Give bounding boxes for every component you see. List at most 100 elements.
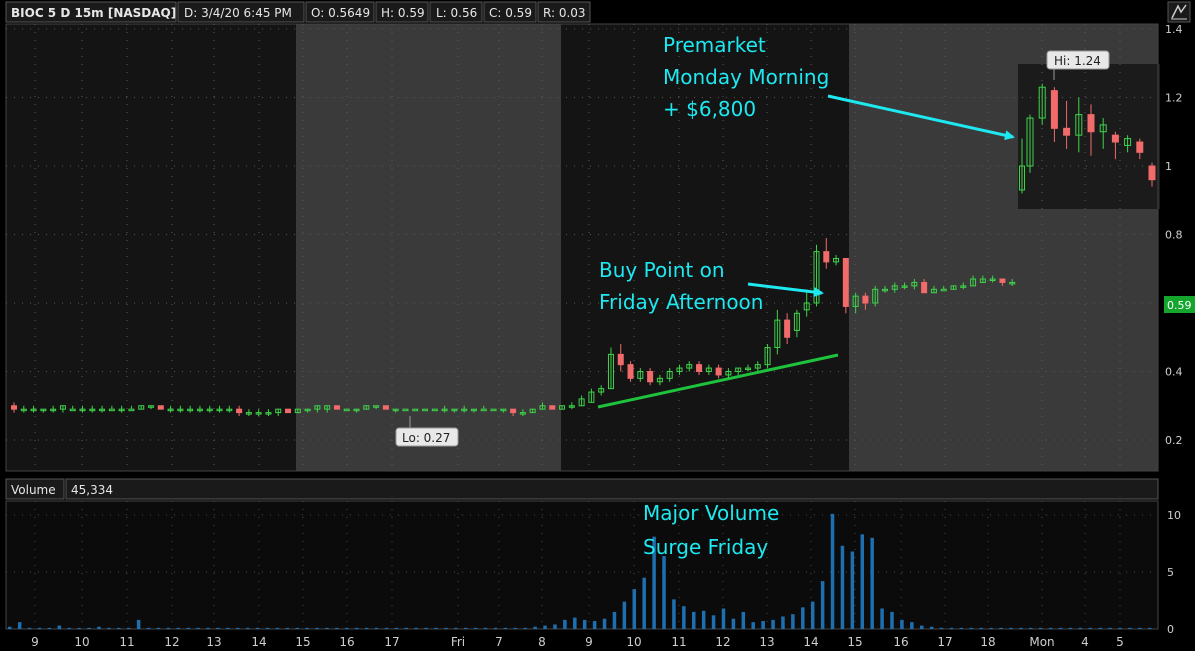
- volume-bar: [364, 627, 369, 629]
- volume-bar: [830, 513, 835, 629]
- candle: [911, 279, 918, 290]
- volume-bar: [424, 627, 428, 629]
- candle: [40, 408, 47, 413]
- volume-bar: [464, 627, 468, 629]
- candle: [422, 408, 429, 412]
- high-cell: [375, 1, 429, 23]
- volume-bar: [761, 621, 765, 629]
- volume-tick-label: 5: [1167, 566, 1174, 579]
- volume-value-cell: [65, 478, 1159, 500]
- candle: [989, 275, 996, 283]
- candle: [500, 408, 507, 413]
- date-label: D: 3/4/20 6:45 PM: [184, 6, 292, 20]
- volume-bar: [513, 627, 518, 629]
- volume-bar: [553, 624, 557, 629]
- volume-bar: [245, 627, 250, 629]
- time-tick-label: 14: [251, 635, 266, 649]
- candle: [363, 405, 370, 410]
- candle: [1111, 131, 1119, 160]
- candle: [1009, 279, 1016, 286]
- volume-bar: [1108, 627, 1112, 629]
- volume-header: Volume 45,334: [5, 478, 1159, 500]
- candle: [79, 405, 86, 413]
- volume-bar: [384, 627, 389, 629]
- candle: [686, 361, 693, 372]
- price-tick-label: 0.2: [1165, 434, 1183, 447]
- volume-bar: [929, 626, 934, 629]
- volume-bar: [434, 627, 438, 629]
- volume-bar: [146, 627, 151, 629]
- time-tick-label: 15: [295, 635, 310, 649]
- candle: [539, 402, 546, 410]
- symbol-cell[interactable]: [5, 1, 177, 23]
- candle: [617, 344, 624, 372]
- volume-bar: [444, 627, 448, 629]
- volume-bar: [374, 627, 379, 629]
- candle: [705, 364, 712, 375]
- time-tick-label: 16: [893, 635, 908, 649]
- candle: [206, 405, 213, 413]
- volume-bar: [602, 618, 607, 629]
- candle: [529, 408, 536, 414]
- range-cell: [537, 1, 591, 23]
- volume-bar: [582, 619, 587, 629]
- candle: [588, 388, 595, 403]
- last-price-tag: 0.59: [1164, 296, 1195, 313]
- volume-label: Volume: [11, 483, 56, 497]
- volume-bar: [860, 534, 865, 629]
- volume-bar: [523, 627, 527, 629]
- session-shading: [6, 24, 1160, 471]
- volume-surge-annotation: Major Volume Surge Friday: [643, 501, 779, 559]
- candle: [1124, 135, 1132, 153]
- volume-bar: [880, 608, 884, 629]
- time-tick-label: 18: [980, 635, 995, 649]
- candle: [412, 408, 419, 412]
- time-tick-label: 9: [585, 635, 593, 649]
- volume-value: 45,334: [71, 483, 113, 497]
- volume-bar: [573, 617, 577, 629]
- candle: [392, 408, 399, 413]
- candle: [402, 408, 409, 412]
- volume-bar: [394, 627, 399, 629]
- volume-bar: [1009, 627, 1013, 629]
- time-tick-label: 12: [164, 635, 179, 649]
- volume-bar: [196, 627, 200, 629]
- candle: [647, 368, 654, 386]
- candle: [930, 285, 937, 294]
- volume-bar: [1078, 627, 1083, 629]
- candle: [343, 408, 350, 412]
- open-label: O: 0.5649: [311, 6, 370, 20]
- time-axis: 9 10 11 12 13 14 15 16 17 Fri 7 8 9 10 11 12 13 14 15 16 17 1…: [31, 635, 1124, 649]
- volume-bar: [236, 627, 240, 629]
- volume-bar: [840, 545, 845, 629]
- premarket-line-2: Monday Morning: [663, 65, 829, 89]
- candle: [842, 257, 849, 314]
- range-label: R: 0.03: [543, 6, 586, 20]
- low-callout-bg: [395, 427, 459, 447]
- candle: [1019, 138, 1025, 194]
- volume-bar: [305, 627, 309, 629]
- time-tick-label: 8: [538, 635, 546, 649]
- volume-bar: [404, 627, 409, 629]
- volume-bar: [1068, 627, 1073, 629]
- candle: [960, 282, 967, 290]
- volume-bar: [721, 608, 726, 629]
- candle: [148, 405, 155, 410]
- candle: [177, 405, 184, 413]
- volume-label-cell[interactable]: [5, 478, 65, 500]
- volume-bar: [1128, 627, 1132, 629]
- volume-bar: [97, 626, 101, 629]
- time-tick-label: 11: [119, 635, 134, 649]
- candle: [656, 374, 663, 386]
- candle: [99, 405, 106, 413]
- low-callout-label: Lo: 0.27: [402, 431, 450, 445]
- volume-bar: [27, 627, 32, 629]
- candle: [108, 405, 115, 412]
- close-cell: [483, 1, 537, 23]
- candle: [735, 367, 742, 375]
- candle: [461, 405, 468, 413]
- high-callout-label: Hi: 1.24: [1054, 54, 1101, 68]
- drawing-tools-icon[interactable]: [1167, 1, 1191, 23]
- last-price-label: 0.59: [1167, 299, 1192, 312]
- time-tick-label: 10: [74, 635, 89, 649]
